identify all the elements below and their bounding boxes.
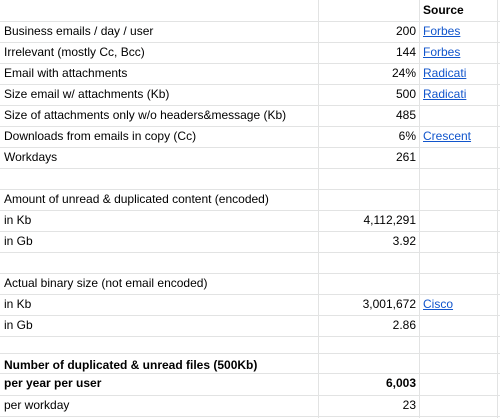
row-value-size-attachments: 485 [318, 105, 416, 126]
source-link-radicati[interactable]: Radicati [423, 84, 497, 105]
row-label-binary-gb: in Gb [4, 315, 33, 336]
row-value-attachments: 24% [318, 63, 416, 84]
row-label-irrelevant: Irrelevant (mostly Cc, Bcc) [4, 42, 145, 63]
grid-row-line [0, 147, 500, 148]
row-label-business-emails: Business emails / day / user [4, 21, 153, 42]
row-label-binary-kb: in Kb [4, 294, 31, 315]
row-value-irrelevant: 144 [318, 42, 416, 63]
row-value-binary-gb: 2.86 [318, 315, 416, 336]
row-label-attachments: Email with attachments [4, 63, 127, 84]
grid-row-line [0, 315, 500, 316]
row-value-business-emails: 200 [318, 21, 416, 42]
row-value-per-workday: 23 [318, 395, 416, 416]
grid-row-line [0, 231, 500, 232]
row-value-unread-gb: 3.92 [318, 231, 416, 252]
row-value-size-email: 500 [318, 84, 416, 105]
source-link-cisco[interactable]: Cisco [423, 294, 497, 315]
row-label-unread-kb: in Kb [4, 210, 31, 231]
grid-row-line [0, 336, 500, 337]
grid-row-line [0, 168, 500, 169]
row-label-size-attachments: Size of attachments only w/o headers&mes… [4, 105, 286, 126]
source-link-radicati[interactable]: Radicati [423, 63, 497, 84]
section-title-unread: Amount of unread & duplicated content (e… [4, 189, 269, 210]
row-label-size-email: Size email w/ attachments (Kb) [4, 84, 169, 105]
row-value-binary-kb: 3,001,672 [318, 294, 416, 315]
source-column-header: Source [423, 0, 497, 21]
row-label-workdays: Workdays [4, 147, 57, 168]
section-title-binary: Actual binary size (not email encoded) [4, 273, 207, 294]
row-value-workdays: 261 [318, 147, 416, 168]
row-label-per-workday: per workday [4, 395, 69, 416]
section-subtitle-per-year: per year per user [4, 373, 101, 394]
grid-row-line [0, 416, 500, 417]
grid-row-line [0, 252, 500, 253]
row-label-unread-gb: in Gb [4, 231, 33, 252]
row-value-files-per-year: 6,003 [318, 373, 416, 394]
source-link-forbes[interactable]: Forbes [423, 21, 497, 42]
source-link-crescent[interactable]: Crescent [423, 126, 497, 147]
row-value-downloads: 6% [318, 126, 416, 147]
grid-row-line [0, 353, 500, 354]
row-label-downloads: Downloads from emails in copy (Cc) [4, 126, 196, 147]
grid-row-line [0, 210, 500, 211]
grid-row-line [0, 395, 500, 396]
section-title-files: Number of duplicated & unread files (500… [4, 357, 257, 373]
source-link-forbes[interactable]: Forbes [423, 42, 497, 63]
row-value-unread-kb: 4,112,291 [318, 210, 416, 231]
